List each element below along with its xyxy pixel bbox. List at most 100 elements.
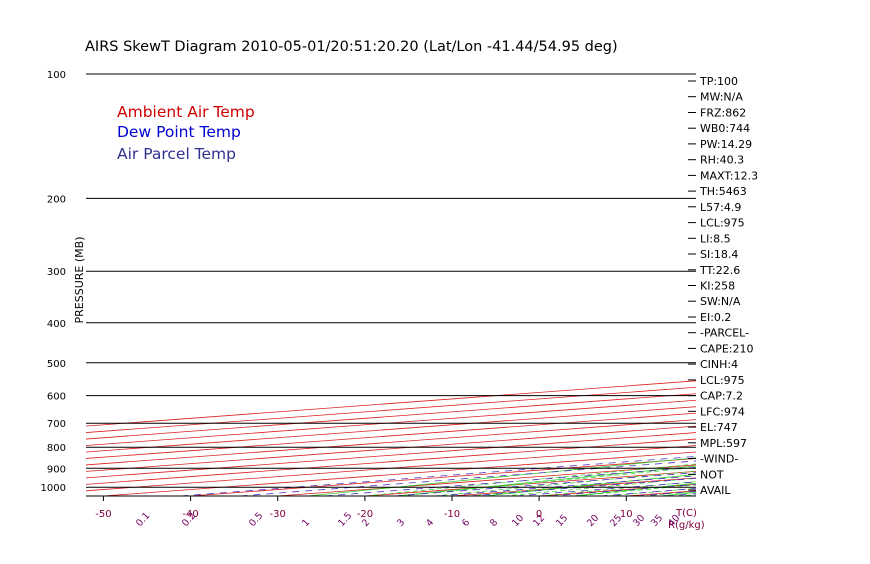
- index-label: MW:N/A: [700, 91, 743, 104]
- mixing-ratio-line: [666, 327, 870, 496]
- index-label: PW:14.29: [700, 138, 752, 151]
- dry-adiabat-line: [308, 74, 870, 496]
- mixing-ratio-tick-label: 0.1: [134, 510, 152, 529]
- index-label: EI:0.2: [700, 311, 731, 324]
- pressure-tick-label: 1000: [41, 483, 66, 494]
- pressure-tick-label: 200: [47, 194, 66, 205]
- index-label: AVAIL: [700, 484, 731, 497]
- mixing-ratio-tick-label: 3: [395, 517, 407, 529]
- dry-adiabat-line: [838, 74, 870, 496]
- pressure-tick-label: 100: [47, 70, 66, 81]
- moist-adiabat-line: [469, 147, 870, 496]
- series-point-2: [807, 482, 808, 483]
- mixing-ratio-tick-label: 1: [300, 517, 312, 529]
- moist-adiabat-line: [818, 74, 870, 496]
- index-label: MAXT:12.3: [700, 169, 758, 182]
- index-label: FRZ:862: [700, 107, 746, 120]
- series-point-1: [779, 482, 780, 483]
- index-label: KI:258: [700, 280, 735, 293]
- series-point-2: [764, 487, 765, 488]
- index-label: CAPE:210: [700, 342, 754, 355]
- moist-adiabat-line: [435, 158, 870, 496]
- index-label: EL:747: [700, 421, 738, 434]
- index-label: CINH:4: [700, 358, 738, 371]
- moist-adiabat-line: [748, 74, 870, 496]
- pressure-tick-label: 400: [47, 319, 66, 330]
- bottom-temp-tick-label: 10: [620, 509, 633, 520]
- cape-shading: [764, 438, 870, 487]
- moist-adiabat-line: [365, 180, 870, 497]
- index-label: TT:22.6: [699, 264, 740, 277]
- chart-title: AIRS SkewT Diagram 2010-05-01/20:51:20.2…: [85, 39, 618, 55]
- bottom-temp-tick-label: -50: [95, 509, 111, 520]
- legend-entry: Dew Point Temp: [117, 123, 241, 141]
- series-line-0: [764, 74, 870, 487]
- legend-entry: Air Parcel Temp: [117, 145, 236, 163]
- mixing-ratio-line: [240, 327, 870, 496]
- bottom-temp-tick-label: -10: [444, 509, 460, 520]
- mixing-ratio-tick-label: 15: [554, 513, 570, 529]
- bottom-temp-tick-label: -20: [357, 509, 373, 520]
- series-line-1: [751, 74, 870, 487]
- moist-adiabat-line: [644, 74, 870, 496]
- mixing-ratio-line: [843, 327, 870, 496]
- mixing-ratio-line: [325, 327, 870, 496]
- pressure-tick-label: 900: [47, 464, 66, 475]
- index-label: TP:100: [699, 75, 738, 88]
- mixing-ratio-tick-label: 30: [631, 513, 647, 529]
- dry-adiabat-line: [484, 74, 870, 496]
- mixing-ratio-line: [637, 327, 870, 496]
- index-label: -WIND-: [700, 453, 738, 466]
- index-label: MPL:597: [700, 437, 747, 450]
- mixing-ratio-tick-label: 6: [460, 517, 472, 529]
- index-label: -PARCEL-: [700, 327, 749, 340]
- pressure-tick-label: 700: [47, 419, 66, 430]
- dry-adiabat-line: [749, 74, 870, 496]
- series-point-0: [809, 482, 810, 483]
- mixing-ratio-tick-label: 10: [510, 513, 526, 529]
- bottom-temp-tick-label: -40: [182, 509, 198, 520]
- moist-adiabat-line: [853, 74, 870, 496]
- mixing-ratio-line: [863, 327, 870, 496]
- series-point-0: [764, 487, 765, 488]
- mixing-ratio-line: [762, 327, 870, 496]
- bottom-temp-tick-label: 0: [536, 509, 542, 520]
- y-axis-label: PRESSURE (MB): [73, 237, 86, 324]
- index-label: LCL:975: [700, 217, 745, 230]
- mixing-ratio-tick-label: 1.5: [336, 510, 354, 529]
- isotherm-line: [278, 74, 870, 496]
- mixing-ratio-line: [794, 327, 870, 496]
- series-line-2: [764, 74, 870, 487]
- pressure-tick-label: 300: [47, 267, 66, 278]
- index-label: WB0:744: [700, 122, 750, 135]
- index-label: CAP:7.2: [700, 390, 743, 403]
- dry-adiabat-line: [396, 74, 870, 496]
- bottom-temp-tick-label: -30: [270, 509, 286, 520]
- series-point-1: [807, 477, 808, 478]
- pressure-tick-label: 600: [47, 392, 66, 403]
- index-label: SI:18.4: [700, 248, 738, 261]
- mixing-ratio-line: [820, 327, 870, 496]
- series-point-2: [859, 477, 860, 478]
- index-label: TH:5463: [699, 185, 747, 198]
- isotherm-line: [191, 74, 870, 496]
- series-point-1: [751, 487, 752, 488]
- pressure-tick-label: 500: [47, 359, 66, 370]
- moist-adiabat-line: [783, 74, 870, 496]
- index-label: LI:8.5: [700, 232, 731, 245]
- isotherm-line: [801, 74, 870, 496]
- mixing-ratio-tick-label: 20: [585, 513, 601, 529]
- index-label: RH:40.3: [700, 154, 744, 167]
- mixing-ratio-tick-label: 35: [649, 513, 665, 529]
- index-label: L57:4.9: [700, 201, 741, 214]
- index-label: SW:N/A: [700, 295, 741, 308]
- legend-entry: Ambient Air Temp: [117, 103, 255, 121]
- mixing-ratio-tick-label: 0.5: [247, 510, 265, 529]
- index-label: LFC:974: [700, 405, 745, 418]
- mixing-ratio-tick-label: 8: [488, 517, 500, 529]
- index-label: LCL:975: [700, 374, 745, 387]
- moist-adiabat-line: [574, 91, 870, 496]
- series-point-0: [856, 477, 857, 478]
